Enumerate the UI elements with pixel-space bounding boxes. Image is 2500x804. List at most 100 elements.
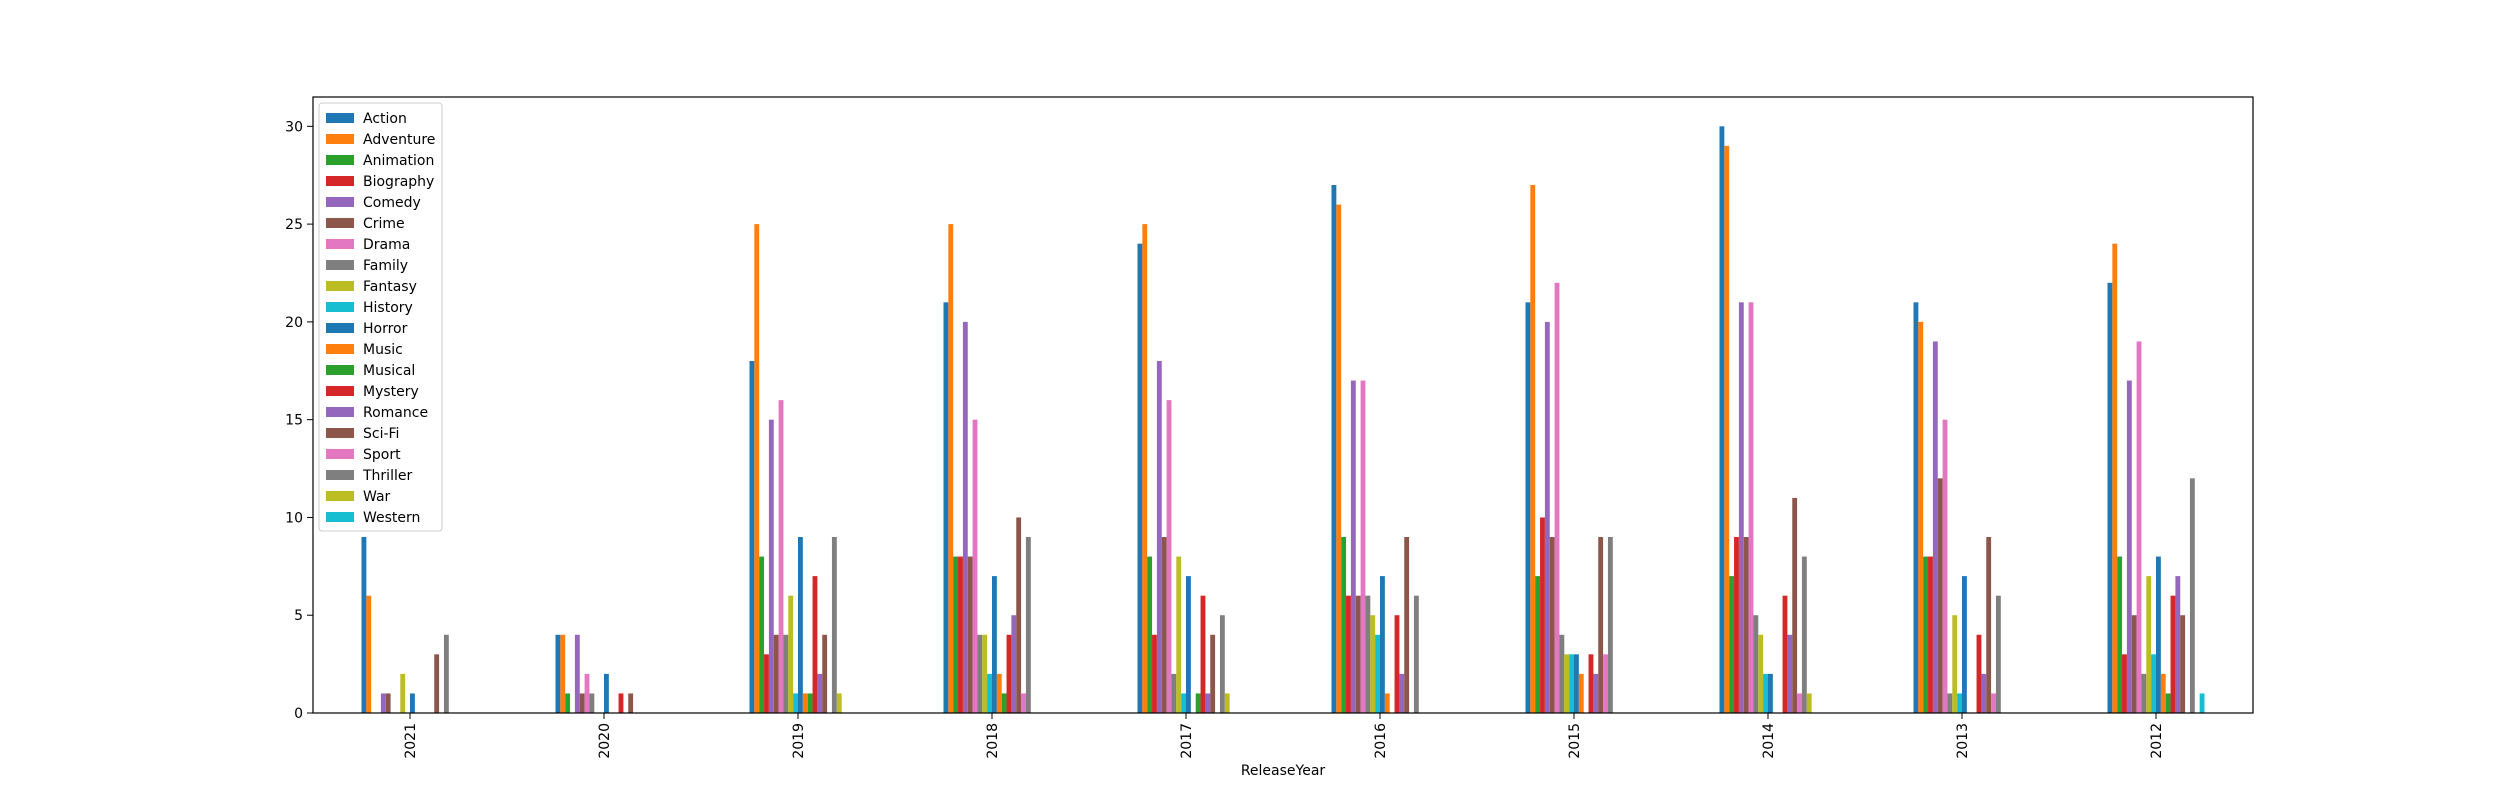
bar-thriller-2018 bbox=[1025, 537, 1031, 713]
legend-swatch-war bbox=[326, 491, 354, 501]
bar-crime-2019 bbox=[773, 634, 779, 713]
bar-sci-fi-2014 bbox=[1792, 497, 1798, 713]
bar-horror-2015 bbox=[1574, 654, 1579, 713]
bar-history-2015 bbox=[1569, 654, 1574, 713]
legend-swatch-history bbox=[326, 302, 354, 312]
bar-comedy-2019 bbox=[768, 419, 774, 713]
y-tick-label: 30 bbox=[285, 119, 303, 135]
bar-family-2013 bbox=[1947, 693, 1953, 713]
bar-sci-fi-2013 bbox=[1986, 537, 1992, 713]
legend-swatch-musical bbox=[326, 365, 354, 375]
bar-sci-fi-2012 bbox=[2180, 615, 2186, 713]
bar-mystery-2018 bbox=[1006, 634, 1012, 713]
legend-label-drama: Drama bbox=[363, 237, 410, 253]
y-tick-label: 15 bbox=[285, 413, 303, 429]
bar-drama-2018 bbox=[972, 419, 978, 713]
bar-drama-2019 bbox=[778, 400, 784, 713]
bar-musical-2019 bbox=[807, 693, 813, 713]
bar-horror-2021 bbox=[410, 693, 415, 713]
legend-label-animation: Animation bbox=[363, 153, 434, 169]
bar-mystery-2015 bbox=[1588, 654, 1594, 713]
bar-action-2016 bbox=[1331, 185, 1337, 713]
bar-music-2016 bbox=[1384, 693, 1390, 713]
bar-thriller-2015 bbox=[1607, 537, 1613, 713]
y-tick-label: 5 bbox=[294, 608, 303, 624]
x-tick-label: 2013 bbox=[1955, 723, 1971, 759]
bar-biography-2019 bbox=[764, 654, 769, 713]
bar-crime-2013 bbox=[1937, 478, 1943, 713]
x-tick-label: 2015 bbox=[1567, 723, 1583, 759]
bar-thriller-2013 bbox=[1995, 595, 2001, 713]
bar-animation-2014 bbox=[1729, 576, 1735, 713]
legend-label-music: Music bbox=[363, 342, 403, 358]
bar-sport-2014 bbox=[1797, 693, 1802, 713]
bar-adventure-2019 bbox=[754, 224, 760, 714]
bar-comedy-2015 bbox=[1544, 321, 1550, 713]
plot-frame bbox=[312, 96, 2254, 714]
bar-history-2017 bbox=[1181, 693, 1186, 713]
bar-musical-2017 bbox=[1195, 693, 1201, 713]
legend-label-fantasy: Fantasy bbox=[363, 279, 417, 295]
bar-sport-2018 bbox=[1021, 693, 1026, 713]
legend-label-romance: Romance bbox=[363, 405, 428, 421]
bar-romance-2019 bbox=[817, 673, 823, 713]
y-tick-label: 25 bbox=[285, 217, 303, 233]
legend-swatch-romance bbox=[326, 407, 354, 417]
legend-swatch-biography bbox=[326, 176, 354, 186]
bar-animation-2018 bbox=[953, 556, 959, 713]
bar-family-2020 bbox=[589, 693, 595, 713]
bar-horror-2017 bbox=[1186, 576, 1191, 713]
bar-sci-fi-2017 bbox=[1210, 634, 1216, 713]
bar-sci-fi-2019 bbox=[822, 634, 828, 713]
bar-mystery-2020 bbox=[618, 693, 624, 713]
legend-box bbox=[318, 102, 443, 532]
bar-drama-2017 bbox=[1166, 400, 1172, 713]
bar-animation-2012 bbox=[2117, 556, 2123, 713]
y-tick-label: 0 bbox=[294, 706, 303, 722]
bar-comedy-2017 bbox=[1156, 361, 1162, 713]
bar-crime-2017 bbox=[1161, 537, 1167, 713]
bar-comedy-2013 bbox=[1932, 341, 1938, 713]
bar-family-2015 bbox=[1559, 634, 1565, 713]
bar-action-2018 bbox=[943, 302, 949, 713]
bar-history-2018 bbox=[987, 673, 992, 713]
bar-sci-fi-2020 bbox=[628, 693, 634, 713]
legend-label-sci-fi: Sci-Fi bbox=[363, 426, 399, 442]
bar-adventure-2015 bbox=[1530, 185, 1536, 713]
bar-romance-2017 bbox=[1205, 693, 1211, 713]
bar-mystery-2012 bbox=[2170, 595, 2176, 713]
bar-sport-2013 bbox=[1991, 693, 1996, 713]
bar-crime-2016 bbox=[1355, 595, 1361, 713]
bar-war-2017 bbox=[1224, 693, 1230, 713]
legend-swatch-family bbox=[326, 260, 354, 270]
bar-music-2018 bbox=[996, 673, 1002, 713]
bar-family-2016 bbox=[1365, 595, 1371, 713]
bar-drama-2016 bbox=[1360, 380, 1366, 713]
bar-adventure-2017 bbox=[1142, 224, 1148, 714]
legend-label-thriller: Thriller bbox=[362, 468, 412, 484]
x-tick-label: 2016 bbox=[1373, 723, 1389, 759]
bar-musical-2012 bbox=[2165, 693, 2171, 713]
bar-drama-2013 bbox=[1942, 419, 1948, 713]
bar-romance-2015 bbox=[1593, 673, 1599, 713]
x-tick-label: 2019 bbox=[791, 723, 807, 759]
bar-drama-2014 bbox=[1748, 302, 1754, 713]
bar-biography-2014 bbox=[1734, 537, 1739, 713]
bar-animation-2013 bbox=[1923, 556, 1929, 713]
bar-fantasy-2017 bbox=[1176, 556, 1182, 713]
bar-animation-2019 bbox=[759, 556, 765, 713]
bar-family-2018 bbox=[977, 634, 983, 713]
bar-crime-2015 bbox=[1549, 537, 1555, 713]
bar-crime-2018 bbox=[967, 556, 973, 713]
legend-label-family: Family bbox=[363, 258, 408, 274]
x-tick-label: 2018 bbox=[985, 723, 1001, 759]
bar-horror-2012 bbox=[2156, 556, 2161, 713]
bar-history-2016 bbox=[1375, 634, 1380, 713]
bar-fantasy-2018 bbox=[982, 634, 988, 713]
legend-swatch-comedy bbox=[326, 197, 354, 207]
bar-biography-2018 bbox=[958, 556, 963, 713]
bar-comedy-2021 bbox=[380, 693, 386, 713]
bar-sci-fi-2018 bbox=[1016, 517, 1022, 713]
